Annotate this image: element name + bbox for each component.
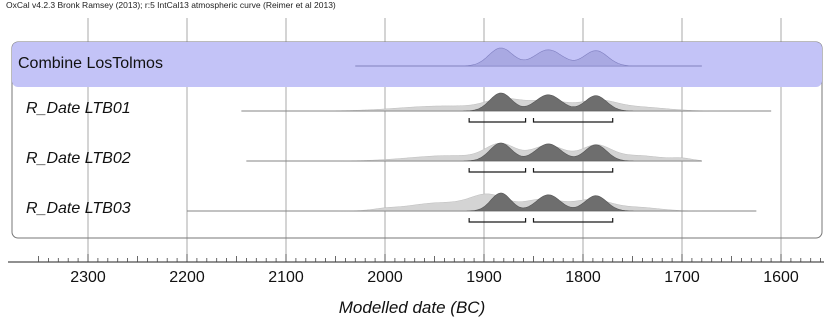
tick-label-2200: 2200: [169, 269, 205, 286]
range-bracket-1: [532, 118, 614, 123]
tick-label-2000: 2000: [367, 269, 403, 286]
range-bracket-0: [468, 118, 527, 123]
row-0: Combine LosTolmos: [12, 42, 822, 87]
prior-distribution: [246, 142, 703, 162]
row-2: R_Date LTB02: [26, 142, 703, 173]
range-bracket-1: [532, 168, 614, 173]
tick-label-1700: 1700: [664, 269, 700, 286]
row-3: R_Date LTB03: [26, 192, 757, 223]
tick-label-1800: 1800: [565, 269, 601, 286]
row-label: R_Date LTB03: [26, 200, 131, 217]
x-axis: 2300 2200 2100 2000 1900 1800 1700 1600: [8, 254, 824, 286]
tick-label-2100: 2100: [268, 269, 304, 286]
row-1: R_Date LTB01: [26, 92, 772, 123]
range-bracket-1: [532, 218, 614, 223]
posterior-distribution: [246, 142, 702, 162]
row-label: Combine LosTolmos: [18, 55, 163, 72]
rows: Combine LosTolmos R_Date LTB01 R_Date LTB0…: [12, 42, 822, 223]
range-bracket-0: [468, 168, 527, 173]
tick-label-1900: 1900: [466, 269, 502, 286]
row-label: R_Date LTB01: [26, 100, 131, 117]
posterior-distribution: [187, 192, 757, 212]
posterior-distribution: [355, 47, 702, 67]
tick-label-1600: 1600: [763, 269, 799, 286]
chart-header: OxCal v4.2.3 Bronk Ramsey (2013); r:5 In…: [6, 0, 336, 10]
tick-label-2300: 2300: [70, 269, 106, 286]
row-label: R_Date LTB02: [26, 150, 131, 167]
prior-distribution: [187, 193, 757, 212]
range-bracket-0: [468, 218, 527, 223]
combine-band: [12, 42, 822, 87]
posterior-distribution: [241, 92, 772, 112]
x-axis-label: Modelled date (BC): [338, 298, 486, 317]
